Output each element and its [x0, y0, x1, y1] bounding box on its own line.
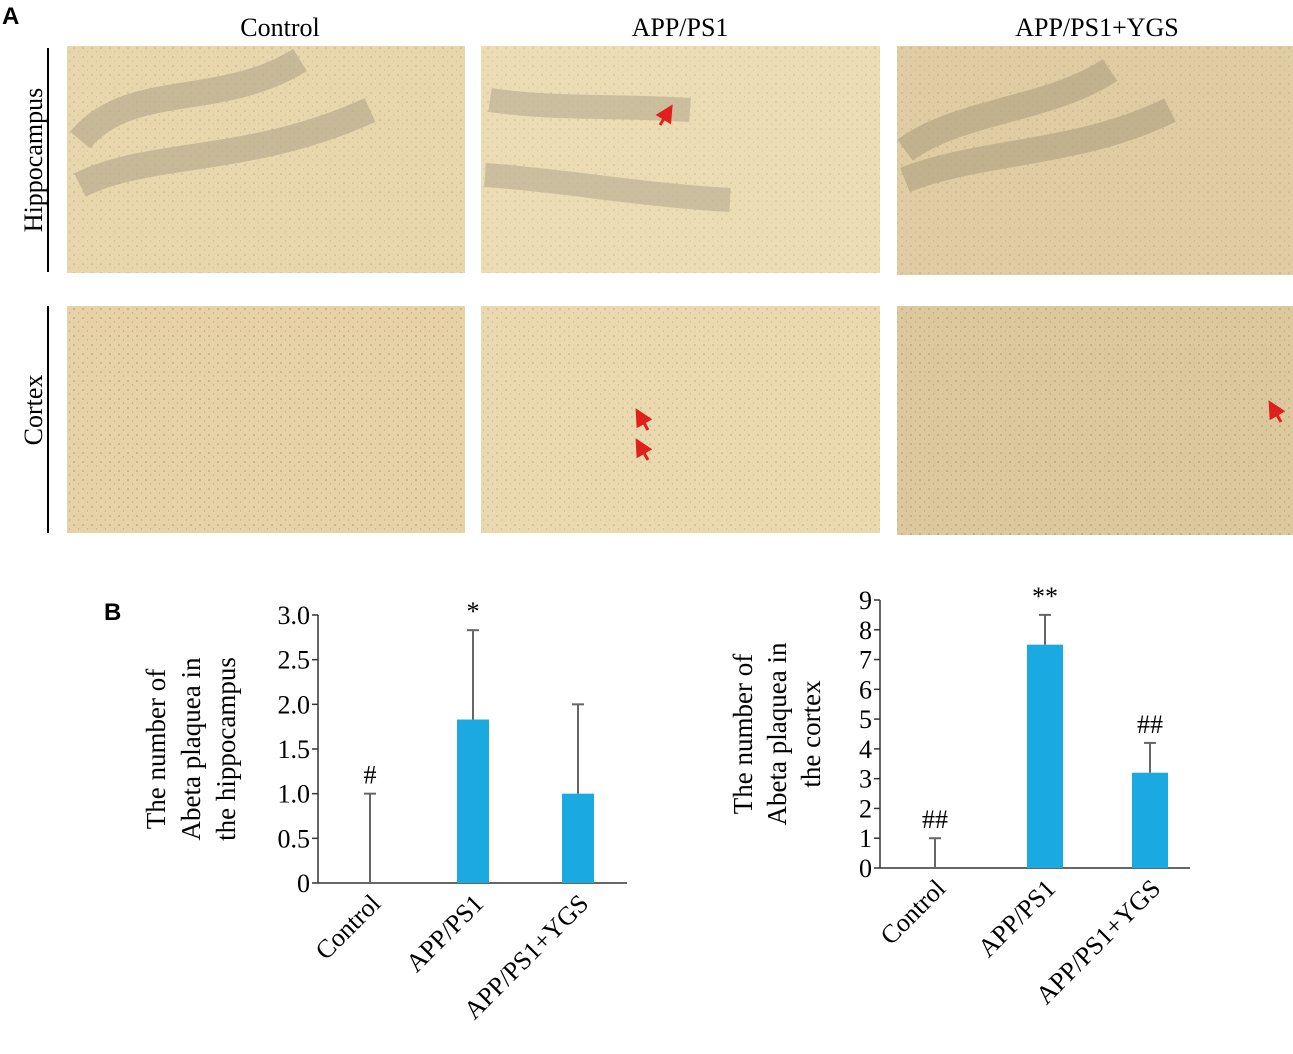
y-tick-label: 3.0	[278, 601, 311, 630]
bar	[562, 793, 594, 883]
x-tick-label: Control	[875, 874, 952, 951]
y-tick-label: 1.0	[278, 780, 311, 809]
row-header: Cortex	[19, 375, 48, 446]
significance-label: ##	[922, 805, 948, 834]
y-tick-label: 0	[297, 869, 310, 898]
significance-label: #	[364, 761, 377, 790]
x-tick-label: Control	[310, 889, 387, 966]
micrographs	[67, 46, 1293, 535]
y-tick-label: 4	[859, 735, 872, 764]
x-tick-label: APP/PS1	[972, 874, 1061, 963]
y-tick-label: 7	[859, 646, 872, 675]
column-header: Control	[240, 13, 319, 42]
column-header: APP/PS1	[632, 13, 729, 42]
significance-label: *	[467, 597, 480, 626]
bar	[1132, 772, 1168, 868]
significance-label: **	[1032, 582, 1058, 611]
y-tick-label: 5	[859, 705, 872, 734]
y-axis-label: The number of	[141, 669, 171, 829]
y-axis-label: Abeta plaquea in	[762, 642, 792, 825]
y-tick-label: 8	[859, 616, 872, 645]
bar	[457, 719, 489, 883]
y-tick-label: 0.5	[278, 824, 311, 853]
y-tick-label: 2.5	[278, 646, 311, 675]
y-tick-label: 1.5	[278, 735, 311, 764]
y-tick-label: 9	[859, 586, 872, 615]
x-tick-label: APP/PS1	[400, 889, 489, 978]
y-axis-label: the hippocampus	[211, 657, 241, 841]
y-axis-label: Abeta plaquea in	[176, 657, 206, 840]
column-header: APP/PS1+YGS	[1015, 13, 1179, 42]
y-axis-label: the cortex	[796, 680, 826, 788]
y-tick-label: 2	[859, 794, 872, 823]
y-tick-label: 3	[859, 765, 872, 794]
y-tick-label: 2.0	[278, 690, 311, 719]
y-tick-label: 0	[859, 854, 872, 883]
y-axis-label: The number of	[728, 654, 758, 814]
y-tick-label: 6	[859, 675, 872, 704]
y-tick-label: 1	[859, 824, 872, 853]
row-header: Hippocampus	[19, 88, 48, 232]
panel-label: B	[104, 599, 121, 626]
panel-label: A	[2, 3, 19, 30]
significance-label: ##	[1137, 710, 1163, 739]
bar	[1027, 644, 1063, 868]
